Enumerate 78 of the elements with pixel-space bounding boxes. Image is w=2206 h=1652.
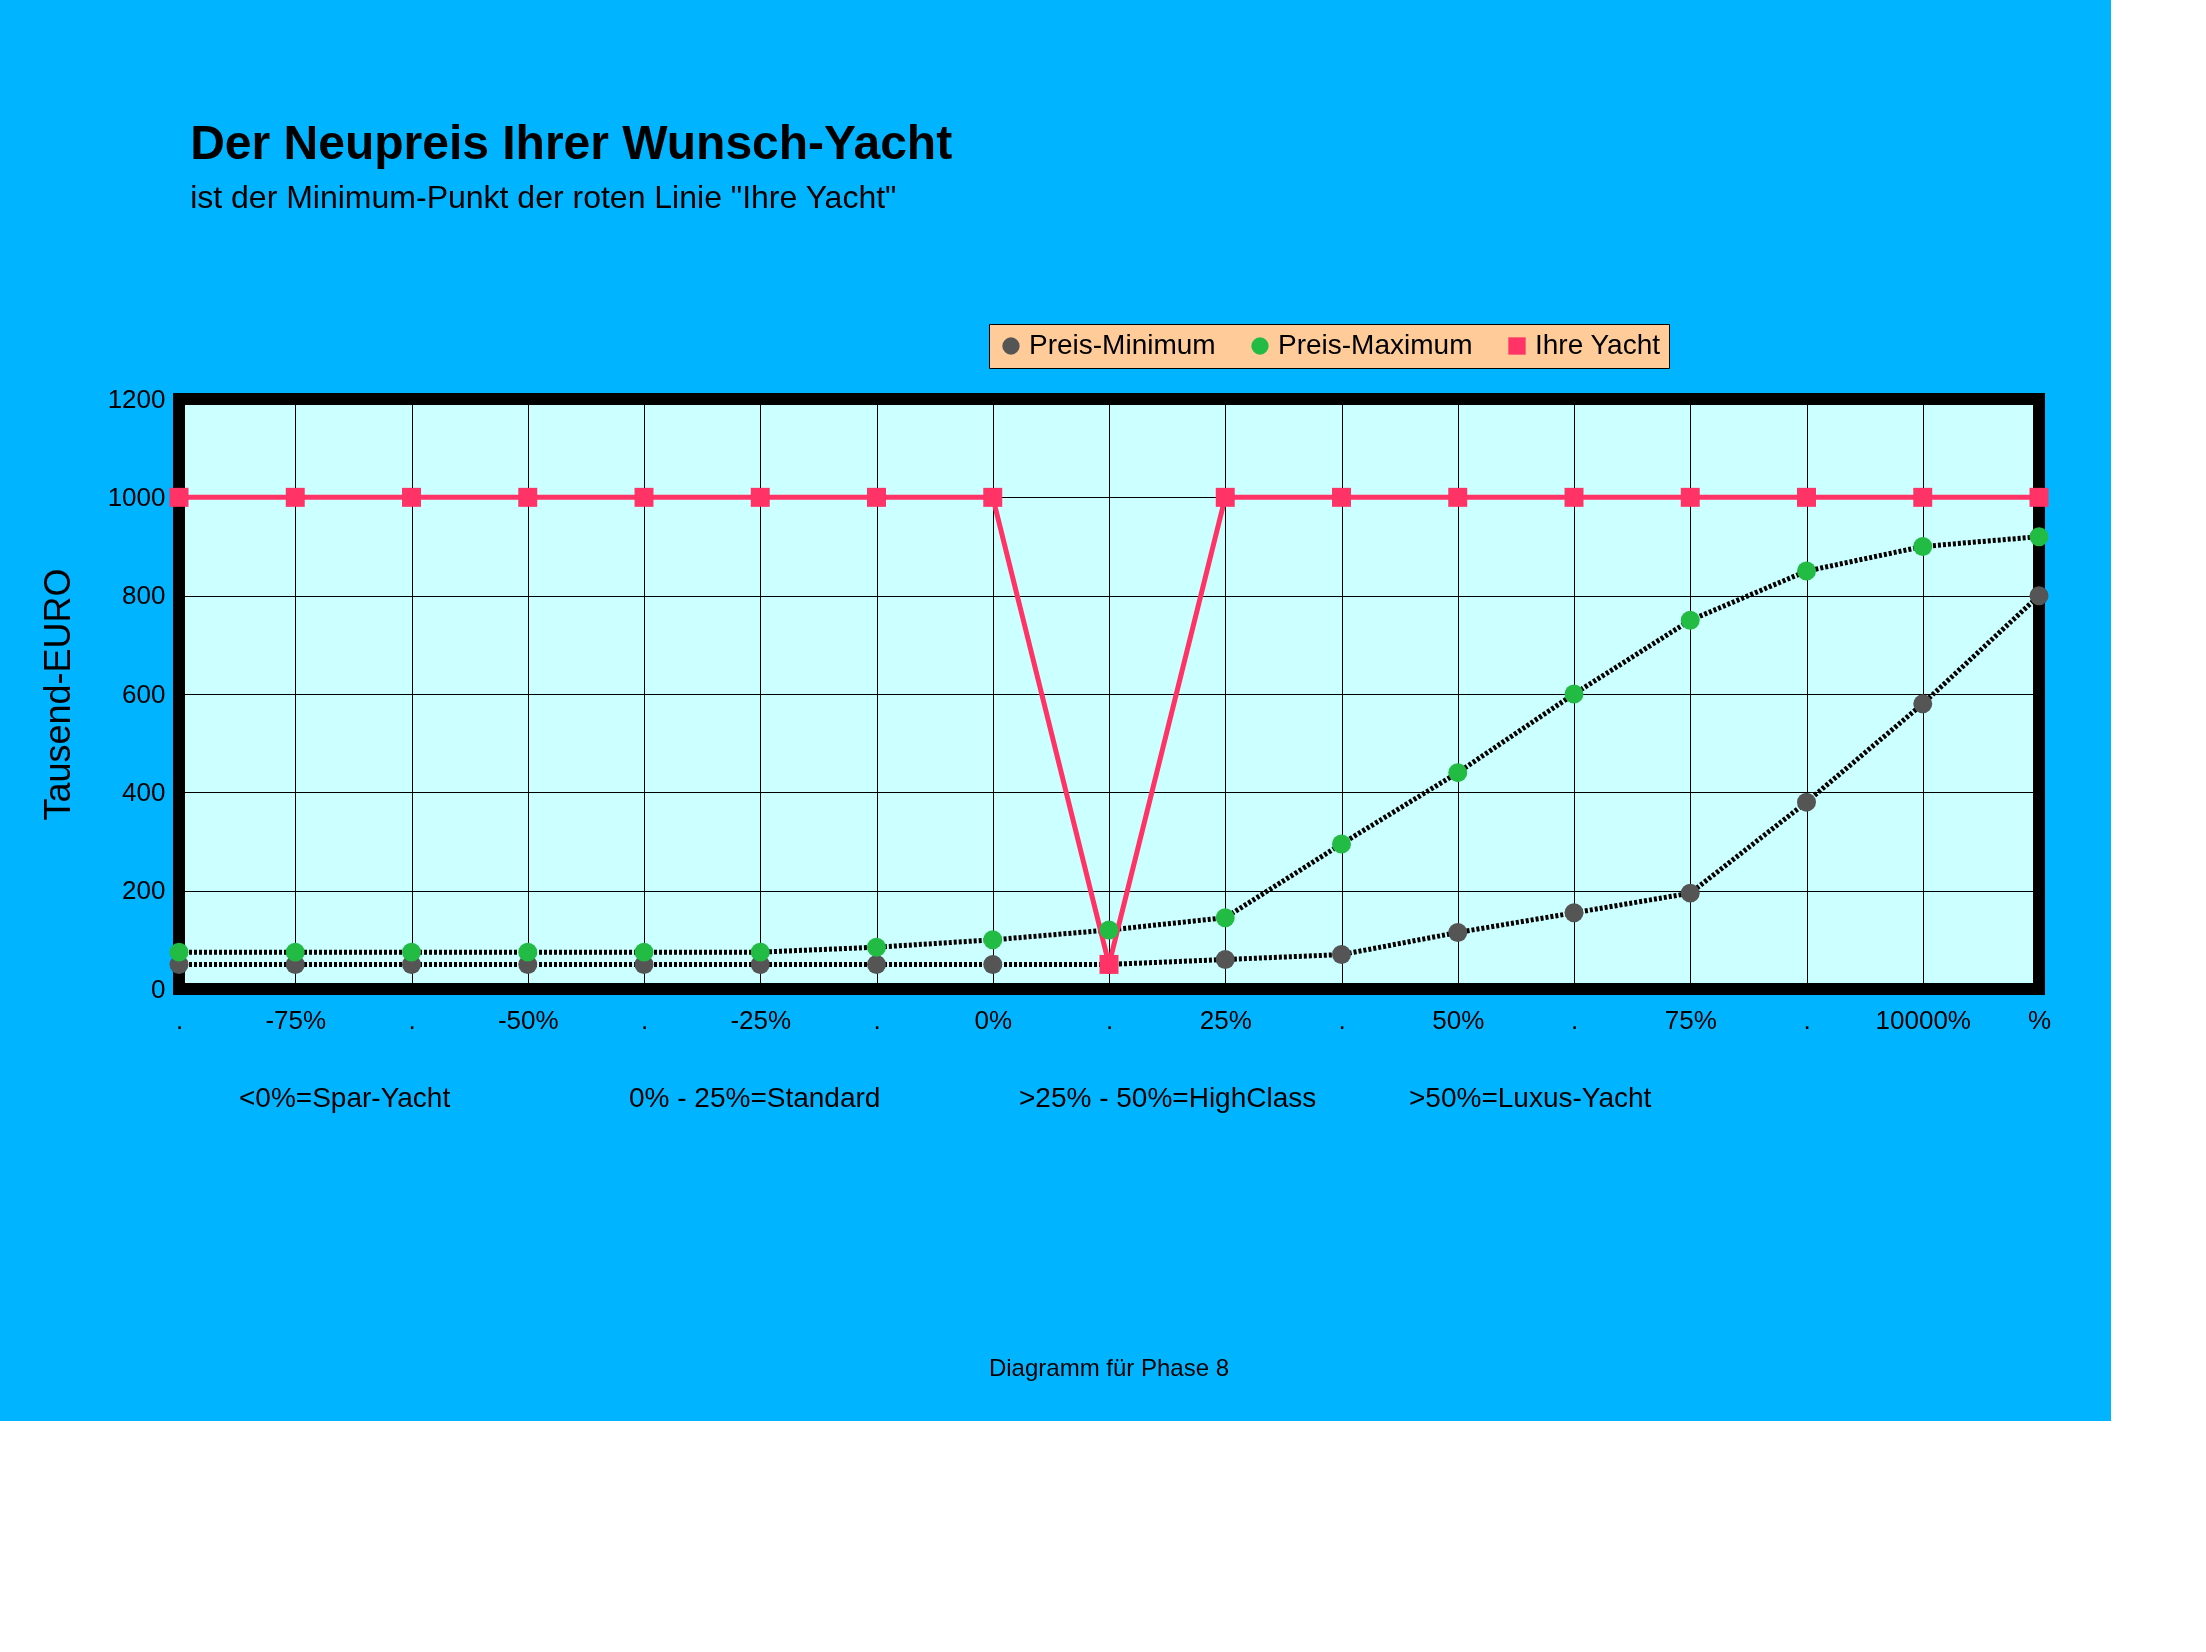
- point: [2029, 487, 2049, 507]
- y-tick-label: 1000: [107, 481, 166, 512]
- x-tick-label: .: [1338, 1004, 1346, 1035]
- point: [2029, 527, 2049, 547]
- point: [1448, 922, 1468, 942]
- point: [285, 942, 305, 962]
- x-tick-label: -25%: [730, 1004, 792, 1035]
- point: [2029, 586, 2049, 606]
- text: >50%=Luxus-Yacht: [1409, 1082, 1652, 1113]
- point: [867, 487, 886, 507]
- point: [1913, 487, 1933, 507]
- point: [1332, 487, 1351, 507]
- x-tick-label: 75%: [1664, 1004, 1717, 1035]
- point: [1448, 487, 1468, 507]
- point: [634, 487, 654, 507]
- x-tick-label: %: [2027, 1004, 2052, 1035]
- point: [1913, 537, 1933, 556]
- point: [1215, 908, 1235, 928]
- point: [750, 942, 770, 962]
- point: [518, 487, 538, 507]
- y-tick-label: 400: [122, 776, 166, 807]
- point: [867, 954, 886, 974]
- x-tick-label: 0%: [974, 1004, 1013, 1035]
- text: >25% - 50%=HighClass: [1019, 1082, 1317, 1113]
- x-tick-label: 25%: [1199, 1004, 1252, 1035]
- point: [1564, 684, 1584, 704]
- y-tick-label: 200: [122, 875, 166, 906]
- point: [1564, 487, 1584, 507]
- point: [518, 942, 538, 962]
- chart-subtitle: ist der Minimum-Punkt der roten Linie "Ihre Yacht": [190, 178, 897, 215]
- x-tick-label: -75%: [265, 1004, 327, 1035]
- point: [402, 487, 421, 507]
- point: [983, 487, 1003, 507]
- point: [1564, 903, 1584, 923]
- text: Diagramm für Phase 8: [988, 1354, 1230, 1381]
- legend-label: Preis-Minimum: [1029, 329, 1216, 360]
- legend-label: Ihre Yacht: [1535, 329, 1661, 360]
- point: [169, 487, 189, 507]
- point: [1215, 950, 1235, 969]
- x-tick-label: 50%: [1432, 1004, 1485, 1035]
- point: [1797, 561, 1816, 581]
- y-tick-label: 800: [122, 580, 166, 611]
- point: [1913, 694, 1933, 714]
- point: [1215, 487, 1235, 507]
- point: [1680, 487, 1700, 507]
- x-tick-label: .: [408, 1004, 416, 1035]
- point: [1797, 487, 1816, 507]
- point: [285, 487, 305, 507]
- text: <0%=Spar-Yacht: [239, 1082, 451, 1113]
- x-tick-label: .: [873, 1004, 881, 1035]
- x-tick-label: .: [1570, 1004, 1579, 1035]
- point: [1680, 610, 1700, 630]
- y-tick-label: 0: [151, 973, 166, 1004]
- legend-label: Preis-Maximum: [1278, 329, 1473, 360]
- point: [1099, 920, 1119, 940]
- y-tick-label: 600: [122, 678, 166, 709]
- point: [867, 937, 886, 957]
- x-tick-label: .: [1105, 1004, 1114, 1035]
- x-tick-label: .: [1803, 1004, 1811, 1035]
- point: [1332, 834, 1351, 854]
- point: [1680, 883, 1700, 903]
- point: [1797, 792, 1816, 812]
- point: [1448, 763, 1468, 783]
- point: [634, 942, 654, 962]
- point: [983, 954, 1003, 974]
- x-tick-label: .: [640, 1004, 649, 1035]
- point: [169, 942, 189, 962]
- text: 0% - 25%=Standard: [629, 1082, 881, 1113]
- point: [983, 930, 1003, 950]
- point: [750, 487, 770, 507]
- x-tick-label: 10000%: [1875, 1004, 1971, 1035]
- point: [402, 942, 421, 962]
- x-tick-label: -50%: [497, 1004, 559, 1035]
- chart-title: Der Neupreis Ihrer Wunsch-Yacht: [190, 115, 953, 169]
- y-tick-label: 1200: [107, 383, 166, 414]
- x-tick-label: .: [175, 1004, 184, 1035]
- y-axis-title: Tausend-EURO: [36, 568, 78, 821]
- point: [1332, 945, 1351, 965]
